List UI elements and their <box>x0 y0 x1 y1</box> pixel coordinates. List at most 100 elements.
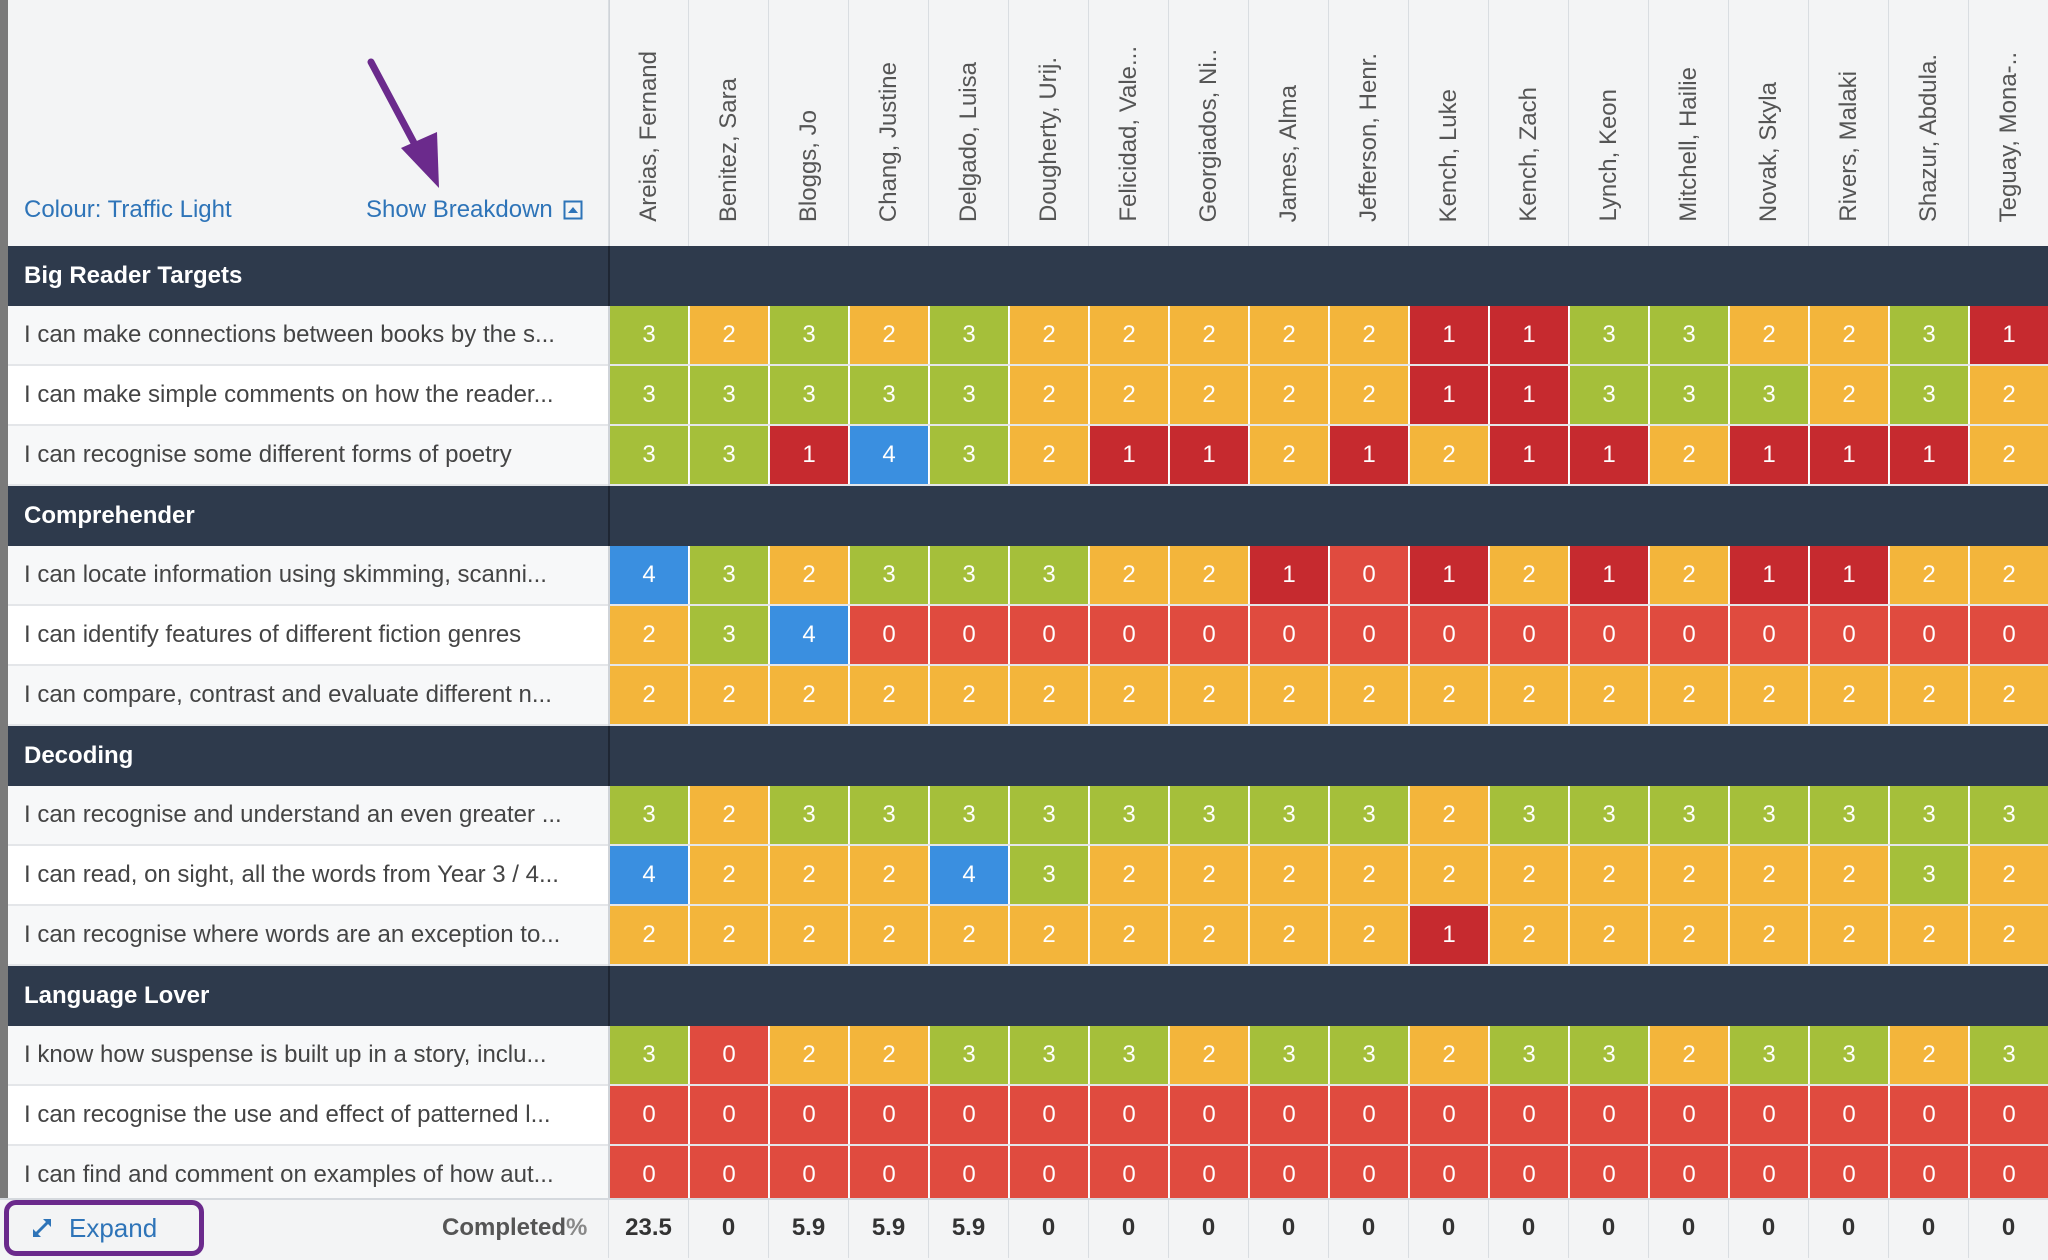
student-column-header[interactable]: Felicidad, Vale... <box>1088 0 1169 246</box>
objective-label[interactable]: I can recognise where words are an excep… <box>24 921 561 948</box>
score-cell[interactable]: 2 <box>1970 666 2048 724</box>
objective-label[interactable]: I can recognise some different forms of … <box>24 441 512 468</box>
score-cell[interactable]: 2 <box>1970 546 2048 604</box>
score-cell[interactable]: 2 <box>1490 846 1569 904</box>
score-cell[interactable]: 2 <box>1010 426 1089 484</box>
score-cell[interactable]: 3 <box>690 426 769 484</box>
score-cell[interactable]: 0 <box>690 1086 769 1144</box>
score-cell[interactable]: 2 <box>1410 1026 1489 1084</box>
score-cell[interactable]: 2 <box>770 1026 849 1084</box>
objective-label[interactable]: I can compare, contrast and evaluate dif… <box>24 681 552 708</box>
score-cell[interactable]: 3 <box>610 1026 689 1084</box>
score-cell[interactable]: 3 <box>1010 786 1089 844</box>
score-cell[interactable]: 2 <box>1730 306 1809 364</box>
score-cell[interactable]: 3 <box>1810 786 1889 844</box>
score-cell[interactable]: 2 <box>1010 306 1089 364</box>
score-cell[interactable]: 2 <box>1410 786 1489 844</box>
score-cell[interactable]: 4 <box>850 426 929 484</box>
score-cell[interactable]: 2 <box>770 846 849 904</box>
score-cell[interactable]: 0 <box>930 1146 1009 1204</box>
score-cell[interactable]: 1 <box>1970 306 2048 364</box>
score-cell[interactable]: 3 <box>1570 1026 1649 1084</box>
score-cell[interactable]: 3 <box>1490 786 1569 844</box>
score-cell[interactable]: 0 <box>1410 1086 1489 1144</box>
student-column-header[interactable]: Chang, Justine <box>848 0 929 246</box>
student-column-header[interactable]: James, Alma <box>1248 0 1329 246</box>
score-cell[interactable]: 3 <box>610 366 689 424</box>
score-cell[interactable]: 0 <box>1730 606 1809 664</box>
score-cell[interactable]: 3 <box>1890 786 1969 844</box>
score-cell[interactable]: 3 <box>1730 1026 1809 1084</box>
score-cell[interactable]: 2 <box>1810 366 1889 424</box>
score-cell[interactable]: 0 <box>770 1146 849 1204</box>
objective-label[interactable]: I can make connections between books by … <box>24 321 555 348</box>
student-column-header[interactable]: Mitchell, Hailie <box>1648 0 1729 246</box>
score-cell[interactable]: 3 <box>1970 1026 2048 1084</box>
score-cell[interactable]: 1 <box>1570 426 1649 484</box>
score-cell[interactable]: 2 <box>850 846 929 904</box>
expand-button[interactable]: Expand <box>4 1200 204 1256</box>
objective-label[interactable]: I can recognise the use and effect of pa… <box>24 1101 551 1128</box>
score-cell[interactable]: 3 <box>930 306 1009 364</box>
score-cell[interactable]: 0 <box>1570 1146 1649 1204</box>
score-cell[interactable]: 0 <box>850 1086 929 1144</box>
score-cell[interactable]: 1 <box>1490 306 1569 364</box>
score-cell[interactable]: 3 <box>770 306 849 364</box>
score-cell[interactable]: 3 <box>850 366 929 424</box>
score-cell[interactable]: 2 <box>1170 306 1249 364</box>
student-column-header[interactable]: Novak, Skyla <box>1728 0 1809 246</box>
objective-label[interactable]: I can read, on sight, all the words from… <box>24 861 559 888</box>
score-cell[interactable]: 3 <box>1090 1026 1169 1084</box>
score-cell[interactable]: 2 <box>1250 906 1329 964</box>
score-cell[interactable]: 2 <box>1970 906 2048 964</box>
objective-label[interactable]: I know how suspense is built up in a sto… <box>24 1041 547 1068</box>
score-cell[interactable]: 3 <box>1490 1026 1569 1084</box>
objective-label[interactable]: I can identify features of different fic… <box>24 621 522 648</box>
student-column-header[interactable]: Kench, Luke <box>1408 0 1489 246</box>
score-cell[interactable]: 2 <box>1330 306 1409 364</box>
score-cell[interactable]: 0 <box>1810 1146 1889 1204</box>
score-cell[interactable]: 2 <box>1970 366 2048 424</box>
student-column-header[interactable]: Jefferson, Henr. <box>1328 0 1409 246</box>
score-cell[interactable]: 0 <box>850 606 929 664</box>
score-cell[interactable]: 0 <box>1650 1086 1729 1144</box>
score-cell[interactable]: 3 <box>850 786 929 844</box>
score-cell[interactable]: 2 <box>1330 846 1409 904</box>
score-cell[interactable]: 0 <box>690 1146 769 1204</box>
score-cell[interactable]: 2 <box>850 306 929 364</box>
score-cell[interactable]: 0 <box>1410 606 1489 664</box>
score-cell[interactable]: 2 <box>1650 666 1729 724</box>
score-cell[interactable]: 2 <box>1170 666 1249 724</box>
score-cell[interactable]: 3 <box>1570 366 1649 424</box>
score-cell[interactable]: 0 <box>1090 606 1169 664</box>
score-cell[interactable]: 4 <box>930 846 1009 904</box>
score-cell[interactable]: 0 <box>1010 606 1089 664</box>
score-cell[interactable]: 0 <box>930 606 1009 664</box>
score-cell[interactable]: 2 <box>1570 906 1649 964</box>
score-cell[interactable]: 2 <box>1250 846 1329 904</box>
score-cell[interactable]: 2 <box>1330 366 1409 424</box>
score-cell[interactable]: 0 <box>770 1086 849 1144</box>
score-cell[interactable]: 4 <box>610 546 689 604</box>
score-cell[interactable]: 2 <box>1170 546 1249 604</box>
score-cell[interactable]: 3 <box>930 786 1009 844</box>
score-cell[interactable]: 2 <box>1410 666 1489 724</box>
score-cell[interactable]: 3 <box>1090 786 1169 844</box>
score-cell[interactable]: 0 <box>610 1146 689 1204</box>
score-cell[interactable]: 1 <box>1810 426 1889 484</box>
score-cell[interactable]: 2 <box>1730 666 1809 724</box>
score-cell[interactable]: 2 <box>850 666 929 724</box>
score-cell[interactable]: 0 <box>1810 606 1889 664</box>
score-cell[interactable]: 0 <box>1650 1146 1729 1204</box>
score-cell[interactable]: 0 <box>1250 1146 1329 1204</box>
score-cell[interactable]: 0 <box>610 1086 689 1144</box>
score-cell[interactable]: 2 <box>1090 306 1169 364</box>
score-cell[interactable]: 2 <box>1570 666 1649 724</box>
score-cell[interactable]: 3 <box>1730 366 1809 424</box>
score-cell[interactable]: 0 <box>1890 1146 1969 1204</box>
score-cell[interactable]: 0 <box>1890 606 1969 664</box>
score-cell[interactable]: 2 <box>930 906 1009 964</box>
score-cell[interactable]: 3 <box>1810 1026 1889 1084</box>
score-cell[interactable]: 2 <box>1410 426 1489 484</box>
score-cell[interactable]: 3 <box>1250 786 1329 844</box>
